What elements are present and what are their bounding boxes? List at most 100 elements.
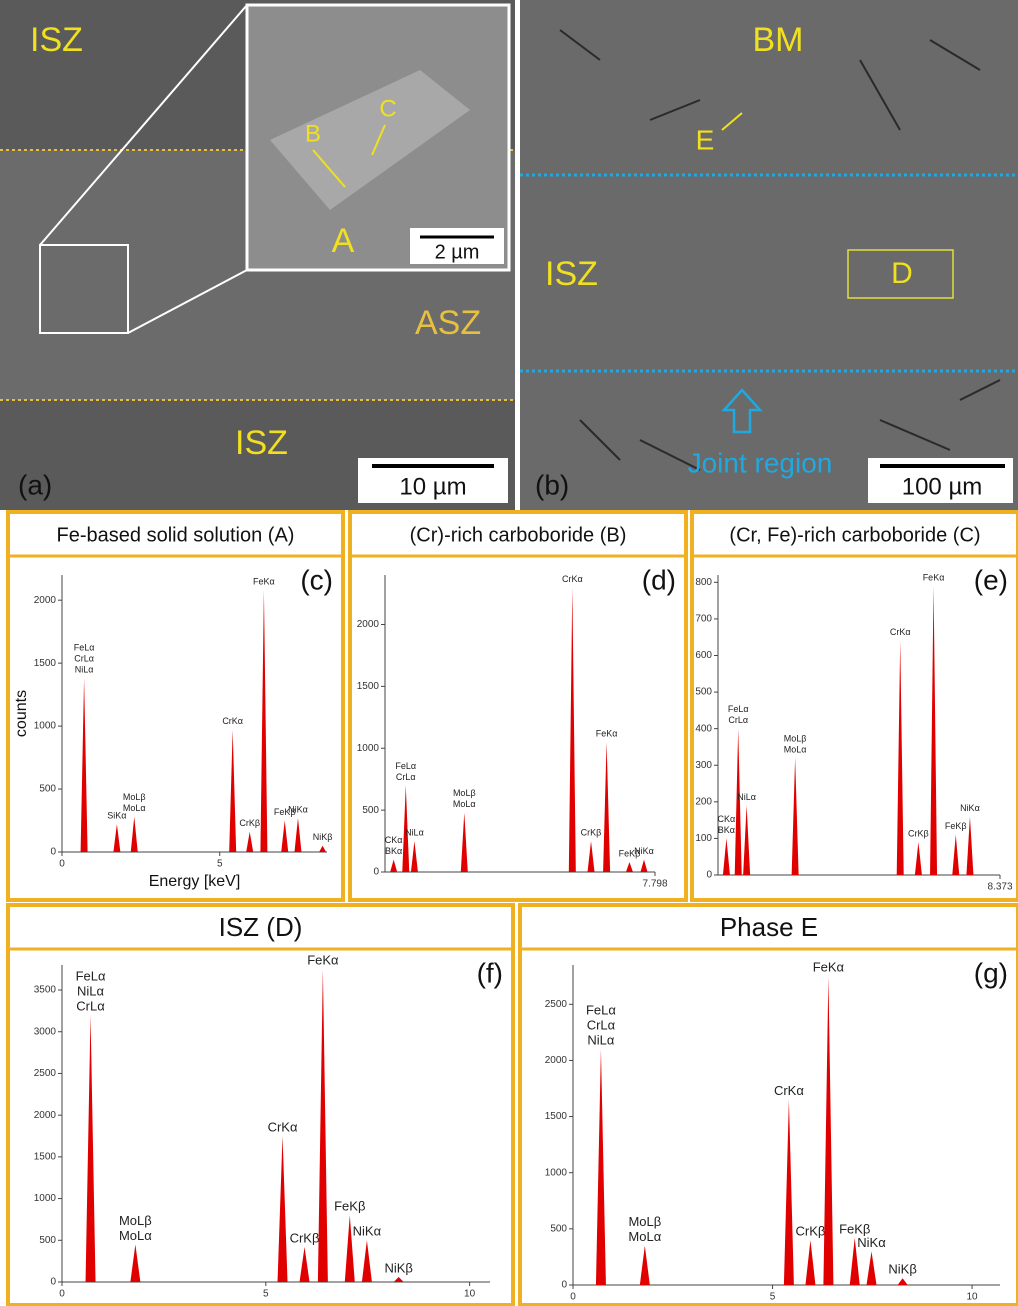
peak	[461, 813, 468, 872]
peak	[362, 1240, 372, 1282]
peak-label: CrKβ	[290, 1230, 320, 1245]
panel-title: Phase E	[720, 912, 818, 942]
peak-label: MoLβ	[628, 1214, 661, 1229]
peak-label: FeLα	[395, 761, 416, 771]
region-label: ISZ	[545, 255, 598, 293]
peak-label: MoLα	[123, 803, 146, 813]
peak-label: CrKα	[562, 574, 583, 584]
peak-label: CrKα	[890, 627, 911, 637]
peak-label: NiLα	[405, 827, 424, 837]
peak-label: FeKβ	[945, 821, 967, 831]
peak	[569, 587, 576, 872]
peak	[805, 1240, 815, 1285]
y-tick-label: 600	[695, 650, 712, 661]
peak	[640, 860, 647, 872]
x-tick-label: 0	[59, 859, 65, 870]
y-tick-label: 2000	[545, 1055, 568, 1066]
peak	[784, 1100, 794, 1285]
panel-label: (f)	[477, 957, 503, 988]
peak-label: CKα	[385, 835, 403, 845]
peak-label: NiKα	[353, 1224, 382, 1239]
y-tick-label: 700	[695, 614, 712, 625]
sem-image-b: BM ISZ D E Joint region (b) 100 µm	[520, 0, 1018, 510]
y-tick-label: 300	[695, 760, 712, 771]
scale-label: 2 µm	[435, 241, 480, 263]
scale-label: 100 µm	[902, 473, 983, 500]
y-tick-label: 1500	[34, 1152, 57, 1163]
y-tick-label: 2500	[545, 999, 568, 1010]
x-tick-label: 0	[59, 1289, 65, 1300]
peak	[318, 969, 328, 1282]
peak-label: MoLα	[628, 1229, 661, 1244]
peak-label: MoLα	[119, 1228, 152, 1243]
peak-label: FeLα	[586, 1003, 616, 1018]
peak-label: FeKβ	[334, 1199, 365, 1214]
peak-label: FeKα	[813, 960, 845, 975]
y-tick-label: 2000	[357, 619, 380, 630]
region-label: ISZ	[235, 424, 288, 462]
y-tick-label: 1500	[545, 1111, 568, 1122]
y-tick-label: 1000	[545, 1167, 568, 1178]
peak-label: MoLα	[453, 799, 476, 809]
x-tick-label: 7.798	[642, 879, 667, 890]
peak-label: BKα	[385, 846, 402, 856]
peak-label: MoLβ	[453, 788, 476, 798]
peak	[278, 1136, 288, 1282]
peak	[792, 758, 799, 875]
peak-label: NiLα	[587, 1033, 615, 1048]
peak-label: FeKα	[923, 572, 945, 582]
peak	[229, 730, 236, 852]
peak	[588, 841, 595, 872]
x-tick-label: 5	[770, 1292, 776, 1303]
sem-image-a: A B C 2 µm ISZ ASZ ISZ (a) 10 µm	[0, 0, 515, 510]
peak-label: FeLα	[74, 643, 95, 653]
peak-label: CrKβ	[581, 827, 602, 837]
peak	[246, 832, 253, 852]
peak	[897, 641, 904, 875]
peak-label: CrKβ	[908, 828, 929, 838]
y-tick-label: 2500	[34, 1068, 57, 1079]
peak-label: MoLβ	[123, 792, 146, 802]
peak-label: CrKβ	[796, 1224, 826, 1239]
peak	[294, 818, 301, 852]
y-tick-label: 800	[695, 577, 712, 588]
inset-label: A	[332, 222, 355, 260]
inset-label: C	[379, 95, 396, 122]
peak	[915, 842, 922, 875]
peak-label: BKα	[718, 825, 735, 835]
y-tick-label: 500	[39, 1235, 56, 1246]
region-label: BM	[753, 21, 804, 59]
y-tick-label: 200	[695, 796, 712, 807]
panel-label: (e)	[974, 564, 1008, 595]
y-tick-label: 1000	[34, 1193, 57, 1204]
panel-title: ISZ (D)	[219, 912, 303, 942]
peak-label: MoLβ	[119, 1213, 152, 1228]
region-label: ISZ	[30, 21, 83, 59]
y-axis-label: counts	[13, 690, 30, 737]
panel-title: (Cr, Fe)-rich carboboride (C)	[729, 524, 980, 546]
peak	[411, 841, 418, 872]
peak-label: NiKβ	[888, 1262, 916, 1277]
peak-label: CrLα	[587, 1018, 616, 1033]
peak-label: NiKβ	[313, 832, 333, 842]
peak-label: CrLα	[74, 654, 94, 664]
peak-label: CrKα	[774, 1083, 804, 1098]
panel-title: Fe-based solid solution (A)	[57, 524, 295, 546]
peak-label: CrKα	[268, 1119, 298, 1134]
region-label: ASZ	[415, 304, 481, 342]
y-tick-label: 2000	[34, 1110, 57, 1121]
peak-label: CrLα	[76, 998, 105, 1013]
peak	[86, 1015, 96, 1282]
y-tick-label: 1500	[34, 658, 57, 669]
peak-label: NiKα	[634, 846, 654, 856]
peak-label: CrLα	[396, 772, 416, 782]
y-tick-label: 0	[50, 847, 56, 858]
y-tick-label: 500	[39, 784, 56, 795]
peak	[966, 816, 973, 875]
peak	[952, 835, 959, 875]
peak	[603, 742, 610, 872]
panel-title: (Cr)-rich carboboride (B)	[410, 524, 627, 546]
peak	[823, 976, 833, 1285]
peak	[300, 1247, 310, 1282]
x-axis-label: Energy [keV]	[149, 873, 241, 890]
